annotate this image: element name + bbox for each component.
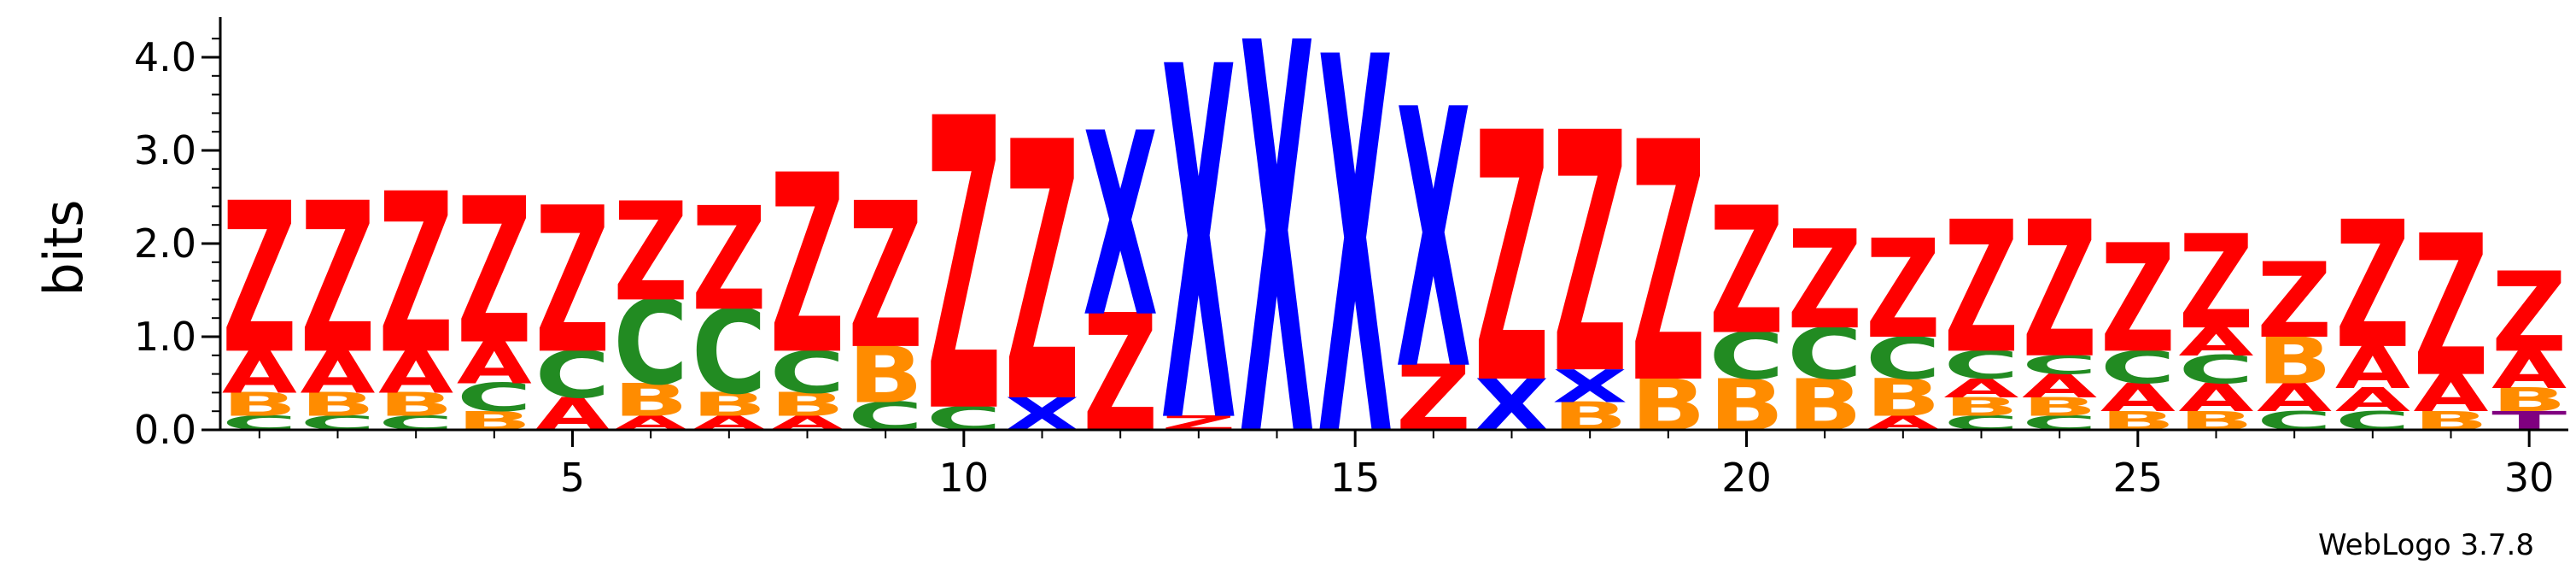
- glyph-25-2-C: C: [2100, 341, 2176, 394]
- y-tick-label: 2.0: [134, 220, 196, 267]
- glyph-1-2-A: A: [222, 339, 298, 407]
- glyph-19-1-Z: Z: [1631, 73, 1706, 457]
- glyph-11-1-Z: Z: [1005, 68, 1080, 482]
- glyph-1-1-B: B: [222, 386, 297, 424]
- glyph-23-2-A: A: [1944, 373, 2019, 403]
- y-tick-label: 4.0: [134, 34, 196, 80]
- glyph-2-1-B: B: [301, 386, 376, 424]
- glyph-29-2-Z: Z: [2414, 194, 2489, 420]
- glyph-22-1-B: B: [1866, 367, 1941, 428]
- glyph-4-3-Z: Z: [457, 156, 532, 390]
- glyph-28-1-A: A: [2335, 381, 2411, 419]
- glyph-12-1-X: X: [1083, 79, 1158, 373]
- glyph-3-2-A: A: [378, 339, 454, 407]
- glyph-27-2-B: B: [2257, 324, 2332, 399]
- glyph-18-2-Z: Z: [1552, 64, 1627, 448]
- glyph-29-1-A: A: [2414, 363, 2490, 423]
- glyph-22-3-Z: Z: [1866, 212, 1941, 369]
- glyph-28-3-Z: Z: [2335, 184, 2410, 387]
- y-tick-label: 1.0: [134, 314, 196, 360]
- glyph-2-3-Z: Z: [301, 160, 376, 401]
- glyph-24-4-Z: Z: [2022, 181, 2097, 400]
- glyph-25-1-A: A: [2100, 376, 2176, 420]
- glyph-16-1-X: X: [1396, 35, 1471, 449]
- x-tick-label: 10: [939, 455, 990, 501]
- glyph-27-1-A: A: [2257, 376, 2332, 420]
- glyph-3-3-Z: Z: [378, 147, 453, 403]
- glyph-17-1-Z: Z: [1475, 61, 1550, 460]
- glyph-24-3-C: C: [2022, 350, 2097, 380]
- glyph-6-2-C: C: [613, 276, 688, 411]
- glyph-4-2-A: A: [457, 330, 533, 397]
- glyph-30-1-B: B: [2491, 381, 2567, 419]
- glyph-15-0-X: X: [1317, 0, 1393, 552]
- glyph-10-1-Z: Z: [926, 34, 1002, 501]
- glyph-28-2-A: A: [2335, 334, 2411, 402]
- glyph-6-3-Z: Z: [613, 174, 688, 332]
- glyph-13-1-X: X: [1161, 0, 1236, 531]
- glyph-9-2-Z: Z: [848, 162, 923, 395]
- glyph-23-4-Z: Z: [1944, 183, 2019, 394]
- glyph-5-2-Z: Z: [535, 166, 610, 399]
- glyph-27-3-Z: Z: [2257, 240, 2332, 361]
- glyph-21-2-Z: Z: [1787, 203, 1862, 360]
- glyph-6-1-B: B: [613, 374, 688, 426]
- glyph-14-0-X: X: [1240, 0, 1315, 557]
- x-tick-label: 30: [2504, 455, 2555, 501]
- x-tick-label: 15: [1330, 455, 1381, 501]
- axes: 0.0 1.0 2.0 3.0 4.0 5 10 15 20 25 30: [134, 17, 2568, 501]
- glyph-7-3-Z: Z: [692, 178, 767, 343]
- x-tick-label: 20: [1721, 455, 1772, 501]
- glyph-30-3-Z: Z: [2491, 250, 2567, 377]
- y-axis-title: bits: [32, 199, 95, 296]
- glyph-24-1-B: B: [2022, 392, 2097, 422]
- glyph-8-2-C: C: [770, 338, 845, 407]
- glyph-2-2-A: A: [301, 339, 377, 407]
- glyph-26-1-A: A: [2179, 376, 2254, 420]
- glyph-20-1-C: C: [1709, 319, 1785, 394]
- glyph-9-1-B: B: [848, 331, 923, 420]
- glyph-8-1-B: B: [770, 386, 845, 424]
- glyph-24-2-A: A: [2022, 367, 2098, 405]
- x-tick-label: 5: [560, 455, 585, 501]
- y-tick-label: 0.0: [134, 407, 196, 453]
- glyph-21-1-C: C: [1787, 313, 1862, 396]
- glyph-26-2-C: C: [2179, 348, 2254, 393]
- glyph-23-3-C: C: [1944, 343, 2019, 388]
- glyph-22-2-C: C: [1866, 324, 1941, 392]
- glyph-30-2-A: A: [2491, 340, 2567, 400]
- glyph-7-2-C: C: [692, 285, 767, 420]
- glyph-5-1-C: C: [535, 338, 610, 413]
- x-tick-label: 25: [2113, 455, 2164, 501]
- glyph-4-1-C: C: [457, 376, 532, 421]
- glyph-7-1-B: B: [692, 386, 767, 424]
- glyph-3-1-B: B: [378, 386, 453, 424]
- glyph-25-3-Z: Z: [2100, 214, 2176, 386]
- glyph-23-1-B: B: [1944, 392, 2019, 422]
- glyph-20-2-Z: Z: [1709, 170, 1785, 373]
- glyph-8-3-Z: Z: [770, 124, 845, 410]
- y-tick-label: 3.0: [134, 127, 196, 173]
- glyph-18-1-X: X: [1552, 360, 1627, 413]
- glyph-26-4-Z: Z: [2179, 209, 2254, 358]
- weblogo-credit: WebLogo 3.7.8: [2318, 528, 2534, 562]
- glyph-26-3-A: A: [2179, 320, 2254, 364]
- glyph-1-3-Z: Z: [222, 160, 297, 401]
